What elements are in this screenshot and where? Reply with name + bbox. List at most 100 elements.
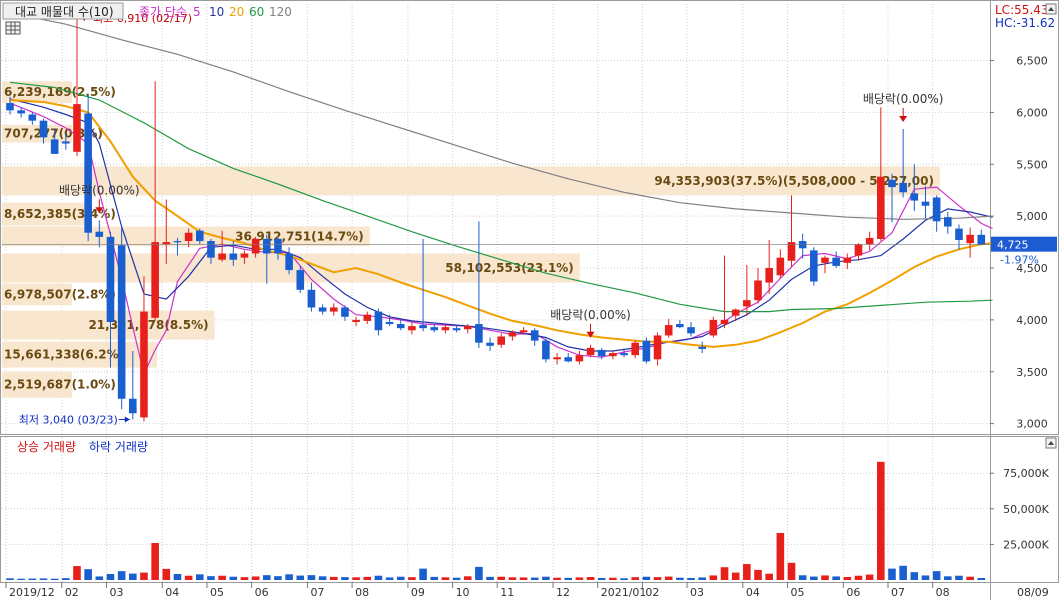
candle-body[interactable] xyxy=(396,324,405,329)
candle-body[interactable] xyxy=(207,241,215,258)
volume-bar[interactable] xyxy=(307,575,316,580)
volume-bar[interactable] xyxy=(899,565,907,580)
volume-bar[interactable] xyxy=(977,578,986,580)
candle-body[interactable] xyxy=(162,242,171,245)
candle-body[interactable] xyxy=(419,325,427,329)
volume-bar[interactable] xyxy=(430,576,439,580)
volume-bar[interactable] xyxy=(810,576,818,580)
volume-bar[interactable] xyxy=(240,577,249,580)
candle-body[interactable] xyxy=(731,309,740,316)
volume-bar[interactable] xyxy=(921,575,930,580)
volume-bar[interactable] xyxy=(28,578,37,580)
candle-body[interactable] xyxy=(966,234,974,244)
candle-body[interactable] xyxy=(452,328,461,331)
volume-bar[interactable] xyxy=(731,572,740,580)
volume-bar[interactable] xyxy=(162,568,171,580)
volume-bar[interactable] xyxy=(620,578,628,580)
candle-body[interactable] xyxy=(262,238,271,254)
volume-bar[interactable] xyxy=(542,576,550,580)
candle-body[interactable] xyxy=(709,319,718,336)
candle-body[interactable] xyxy=(73,104,81,152)
volume-bar[interactable] xyxy=(408,577,416,580)
candle-body[interactable] xyxy=(129,398,137,414)
candle-body[interactable] xyxy=(564,357,573,362)
volume-bar[interactable] xyxy=(798,575,807,580)
candle-body[interactable] xyxy=(218,253,226,260)
volume-bar[interactable] xyxy=(285,574,293,580)
volume-bar[interactable] xyxy=(609,577,617,580)
candle-body[interactable] xyxy=(854,244,863,256)
volume-bar[interactable] xyxy=(218,575,226,580)
volume-bar[interactable] xyxy=(877,461,885,580)
candle-body[interactable] xyxy=(620,353,628,356)
candle-body[interactable] xyxy=(117,245,126,399)
candle-body[interactable] xyxy=(687,327,695,334)
volume-bar[interactable] xyxy=(207,576,215,580)
volume-bar[interactable] xyxy=(530,577,539,580)
candle-body[interactable] xyxy=(486,342,494,346)
candle-body[interactable] xyxy=(609,353,617,357)
volume-bar[interactable] xyxy=(39,578,48,580)
candle-body[interactable] xyxy=(374,311,383,331)
volume-bar[interactable] xyxy=(944,576,952,580)
candle-body[interactable] xyxy=(899,182,907,193)
volume-bar[interactable] xyxy=(553,577,561,580)
volume-bar[interactable] xyxy=(564,577,573,580)
candle-body[interactable] xyxy=(475,324,483,343)
volume-bar[interactable] xyxy=(955,575,963,580)
candle-body[interactable] xyxy=(408,326,416,331)
volume-bar[interactable] xyxy=(642,576,651,580)
candle-body[interactable] xyxy=(642,340,651,362)
candle-body[interactable] xyxy=(50,139,59,154)
volume-bar[interactable] xyxy=(854,575,863,580)
candle-body[interactable] xyxy=(363,314,372,321)
candle-body[interactable] xyxy=(274,238,282,254)
candle-body[interactable] xyxy=(921,201,930,206)
candle-body[interactable] xyxy=(832,257,840,266)
volume-bar[interactable] xyxy=(363,576,372,580)
volume-bar[interactable] xyxy=(653,577,662,580)
candle-body[interactable] xyxy=(39,120,48,138)
volume-bar[interactable] xyxy=(687,578,695,580)
candle-body[interactable] xyxy=(195,230,204,242)
volume-bar[interactable] xyxy=(910,572,919,580)
candle-body[interactable] xyxy=(955,228,963,241)
volume-bar[interactable] xyxy=(385,577,394,580)
volume-bar[interactable] xyxy=(452,577,461,580)
volume-bar[interactable] xyxy=(441,577,450,580)
candle-body[interactable] xyxy=(653,335,662,360)
candle-body[interactable] xyxy=(341,307,349,317)
candle-body[interactable] xyxy=(318,307,327,312)
volume-bar[interactable] xyxy=(117,571,126,580)
candle-body[interactable] xyxy=(865,237,874,245)
candle-body[interactable] xyxy=(296,270,305,290)
candle-body[interactable] xyxy=(28,114,37,121)
candle-body[interactable] xyxy=(385,321,394,325)
volume-bar[interactable] xyxy=(129,573,137,580)
candle-body[interactable] xyxy=(17,110,25,114)
volume-bar[interactable] xyxy=(6,578,14,580)
candle-body[interactable] xyxy=(140,311,148,418)
volume-bar[interactable] xyxy=(475,566,483,580)
volume-bar[interactable] xyxy=(865,574,874,580)
candle-body[interactable] xyxy=(329,307,338,312)
volume-bar[interactable] xyxy=(151,542,159,580)
volume-bar[interactable] xyxy=(843,577,852,580)
candle-body[interactable] xyxy=(95,231,104,237)
candle-body[interactable] xyxy=(787,242,796,261)
volume-bar[interactable] xyxy=(329,576,338,580)
volume-bar[interactable] xyxy=(787,562,796,580)
candle-body[interactable] xyxy=(508,332,517,337)
volume-bar[interactable] xyxy=(296,575,305,580)
volume-bar[interactable] xyxy=(575,577,584,580)
volume-bar[interactable] xyxy=(84,569,92,580)
candle-body[interactable] xyxy=(285,253,293,271)
candle-body[interactable] xyxy=(720,319,729,325)
candle-body[interactable] xyxy=(106,236,115,322)
volume-bar[interactable] xyxy=(754,569,762,580)
candle-body[interactable] xyxy=(352,319,360,322)
candle-body[interactable] xyxy=(553,357,561,360)
candle-body[interactable] xyxy=(810,250,818,282)
candle-body[interactable] xyxy=(463,326,472,330)
